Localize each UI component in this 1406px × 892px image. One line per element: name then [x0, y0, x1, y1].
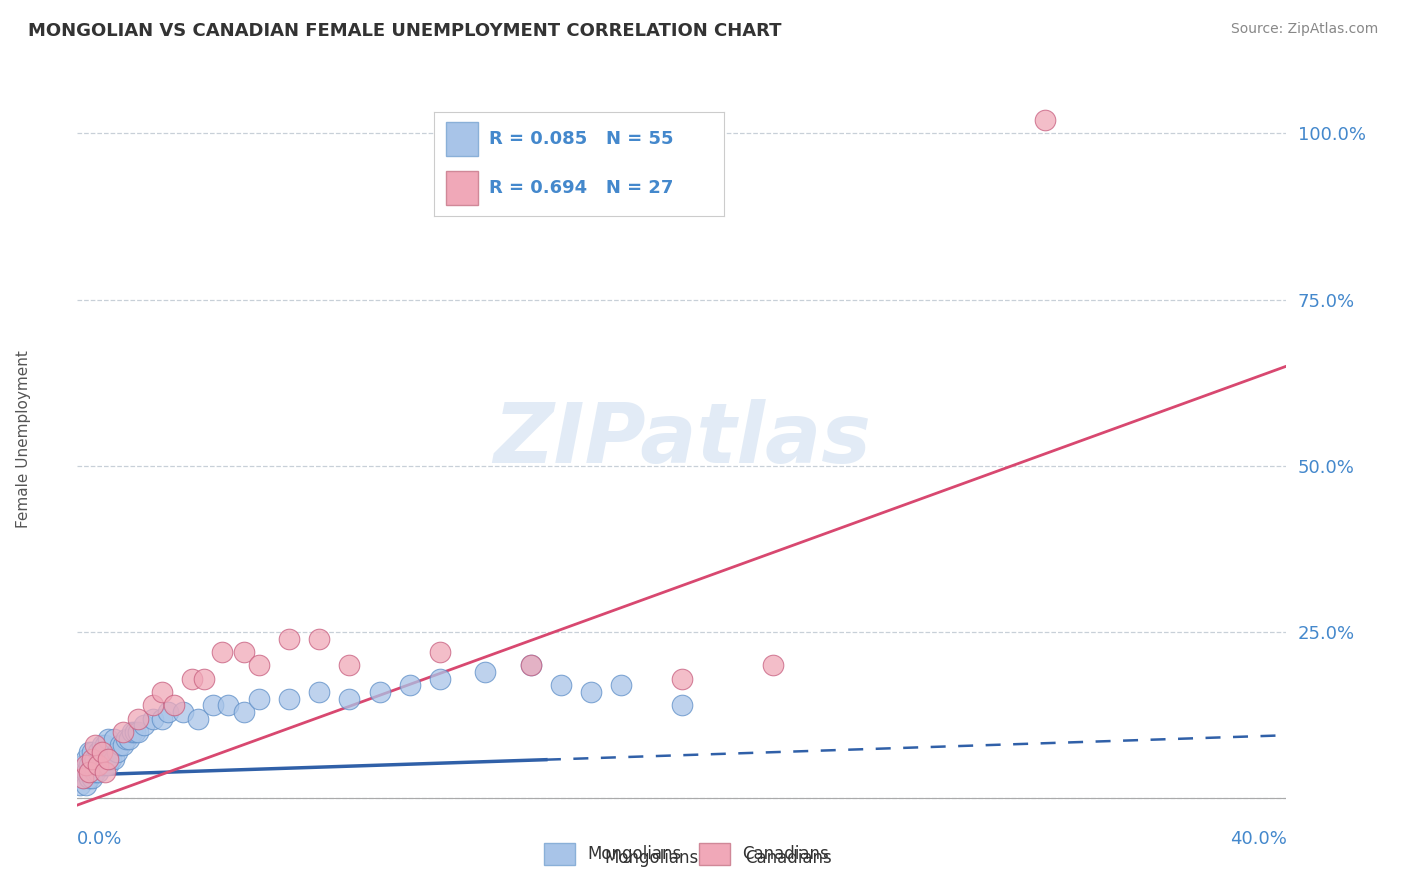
Point [72, 772, 94, 786]
Point [142, 712, 165, 726]
Point [87, 758, 110, 772]
Point [111, 738, 134, 752]
Point [84, 738, 107, 752]
Point [671, 698, 693, 713]
Point [1033, 113, 1056, 128]
Text: 0.0%: 0.0% [77, 830, 122, 848]
Point [474, 665, 496, 679]
Point [278, 691, 301, 706]
Point [218, 698, 240, 713]
Point [150, 685, 173, 699]
Point [72, 772, 94, 786]
Point [581, 685, 603, 699]
Point [103, 731, 125, 746]
Text: Canadians: Canadians [742, 845, 830, 863]
Point [193, 672, 215, 686]
Point [82, 758, 104, 772]
Point [84, 751, 107, 765]
Point [82, 751, 104, 765]
Point [84, 764, 107, 779]
Point [429, 645, 451, 659]
Point [671, 672, 693, 686]
Point [247, 658, 270, 673]
Point [118, 731, 141, 746]
Point [87, 745, 110, 759]
Point [142, 698, 165, 713]
Point [75, 751, 97, 765]
Text: 40.0%: 40.0% [1230, 830, 1286, 848]
Point [96, 751, 118, 765]
Point [337, 658, 360, 673]
Point [79, 758, 101, 772]
Point [90, 758, 112, 772]
Point [82, 745, 104, 759]
Point [163, 698, 186, 713]
Point [520, 658, 543, 673]
Point [520, 658, 543, 673]
Point [247, 691, 270, 706]
Point [278, 632, 301, 646]
Point [96, 758, 118, 772]
Point [90, 745, 112, 759]
Point [108, 738, 131, 752]
Point [96, 731, 118, 746]
Point [181, 672, 204, 686]
Point [368, 685, 391, 699]
Text: Canadians: Canadians [745, 849, 832, 867]
Point [79, 745, 101, 759]
Point [308, 632, 330, 646]
Point [308, 685, 330, 699]
Text: MONGOLIAN VS CANADIAN FEMALE UNEMPLOYMENT CORRELATION CHART: MONGOLIAN VS CANADIAN FEMALE UNEMPLOYMEN… [28, 22, 782, 40]
Point [72, 758, 94, 772]
FancyBboxPatch shape [544, 843, 575, 865]
Point [157, 705, 180, 719]
Point [105, 745, 128, 759]
Point [75, 778, 97, 792]
Point [114, 731, 136, 746]
Point [127, 725, 149, 739]
Point [172, 705, 194, 719]
Point [121, 725, 143, 739]
Text: Mongolians: Mongolians [605, 849, 699, 867]
Point [87, 764, 110, 779]
FancyBboxPatch shape [699, 843, 730, 865]
Point [93, 764, 115, 779]
Text: Source: ZipAtlas.com: Source: ZipAtlas.com [1230, 22, 1378, 37]
Point [93, 738, 115, 752]
Point [550, 678, 572, 692]
Point [202, 698, 225, 713]
Point [79, 764, 101, 779]
Text: ZIPatlas: ZIPatlas [494, 399, 870, 480]
Point [127, 712, 149, 726]
Point [187, 712, 209, 726]
Point [150, 712, 173, 726]
Point [69, 778, 91, 792]
Point [211, 645, 233, 659]
Point [232, 705, 254, 719]
Point [82, 772, 104, 786]
Point [610, 678, 633, 692]
Point [75, 764, 97, 779]
Point [337, 691, 360, 706]
Text: Mongolians: Mongolians [588, 845, 682, 863]
Point [429, 672, 451, 686]
Point [103, 751, 125, 765]
Point [399, 678, 422, 692]
Point [762, 658, 785, 673]
Point [232, 645, 254, 659]
Point [90, 738, 112, 752]
Point [132, 718, 155, 732]
Point [93, 758, 115, 772]
Point [124, 725, 146, 739]
Point [79, 772, 101, 786]
Text: Female Unemployment: Female Unemployment [17, 351, 31, 528]
Point [75, 758, 97, 772]
Point [100, 751, 122, 765]
Point [111, 725, 134, 739]
